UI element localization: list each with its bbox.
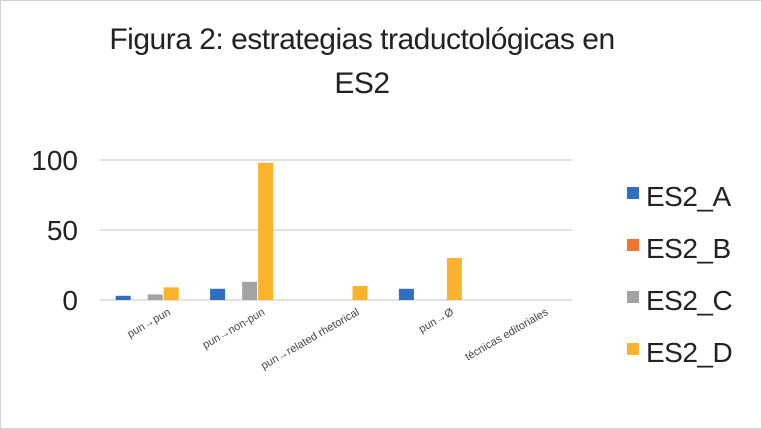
chart-title-line-2: ES2 bbox=[334, 67, 390, 100]
x-tick-label-2: pun→related rhetorical bbox=[259, 306, 361, 372]
bar-ES2_D-3 bbox=[446, 258, 462, 300]
bar-ES2_C-1 bbox=[242, 281, 258, 300]
bar-ES2_A-3 bbox=[398, 288, 414, 300]
bar-ES2_D-2 bbox=[352, 286, 368, 300]
legend-swatch-ES2_A bbox=[627, 187, 639, 199]
bar-ES2_A-0 bbox=[115, 295, 131, 300]
legend-label-ES2_C: ES2_C bbox=[646, 285, 732, 316]
y-tick-label-0: 0 bbox=[62, 285, 78, 316]
bar-ES2_A-1 bbox=[210, 288, 226, 300]
legend-swatch-ES2_B bbox=[627, 239, 639, 251]
x-tick-label-1: pun→non-pun bbox=[201, 306, 267, 351]
bar-ES2_C-0 bbox=[147, 294, 163, 300]
y-tick-label-50: 50 bbox=[47, 215, 78, 246]
legend-label-ES2_B: ES2_B bbox=[646, 233, 731, 264]
chart-title-line-1: Figura 2: estrategias traductológicas en bbox=[109, 23, 615, 56]
legend-swatch-ES2_D bbox=[627, 343, 639, 355]
legend-label-ES2_A: ES2_A bbox=[646, 181, 731, 212]
legend-label-ES2_D: ES2_D bbox=[646, 337, 732, 368]
x-tick-label-3: pun→Ø bbox=[417, 306, 456, 336]
legend-swatch-ES2_C bbox=[627, 291, 639, 303]
x-tick-label-4: técnicas editoriales bbox=[463, 306, 550, 363]
bar-ES2_D-1 bbox=[258, 162, 274, 300]
y-tick-label-100: 100 bbox=[31, 145, 78, 176]
x-tick-label-0: pun→pun bbox=[125, 306, 172, 340]
bar-ES2_D-0 bbox=[163, 287, 179, 300]
